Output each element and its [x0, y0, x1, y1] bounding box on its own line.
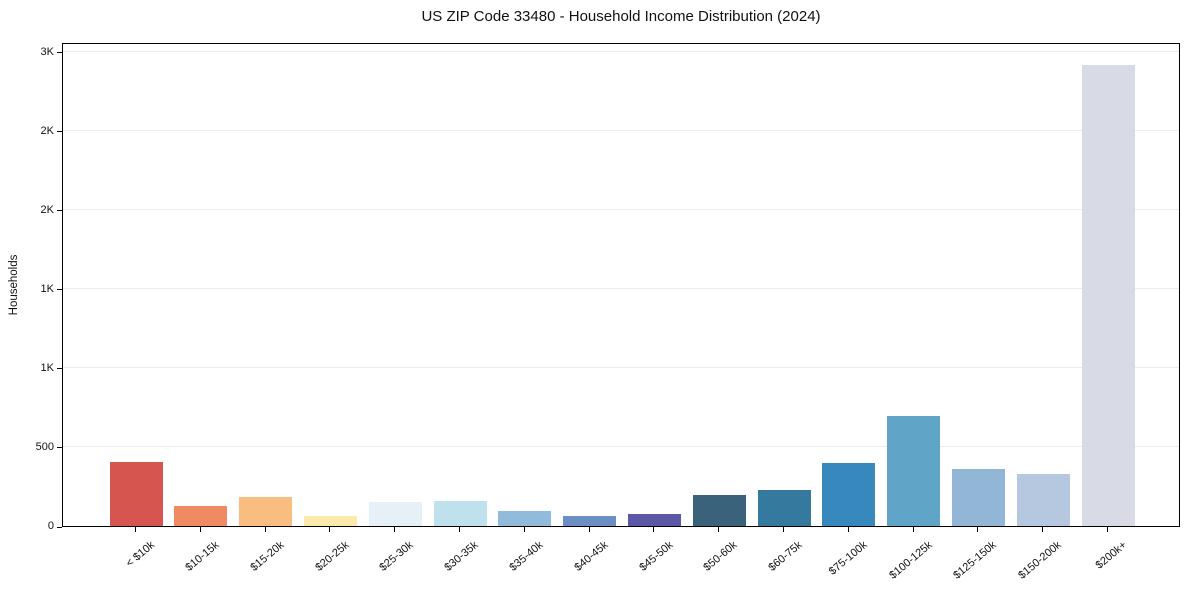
bar-10k: [109, 462, 163, 526]
x-tick-label: $15-20k: [248, 539, 287, 574]
x-tick-label: $25-30k: [377, 539, 416, 574]
x-tick-label: $200k+: [1093, 539, 1129, 572]
x-tick-mark: [653, 527, 655, 532]
gridline: [63, 446, 1179, 447]
x-tick-label: $60-75k: [766, 539, 805, 574]
y-tick-mark: [57, 131, 62, 133]
bar-50-60k: [692, 494, 746, 526]
x-tick-mark: [523, 527, 525, 532]
y-tick-mark: [57, 447, 62, 449]
bar-40-45k: [563, 516, 617, 526]
bar-100-125k: [887, 415, 941, 526]
y-tick-label: 2K: [40, 203, 54, 216]
bar-150-200k: [1016, 473, 1070, 526]
x-tick-label: $40-45k: [572, 539, 611, 574]
gridline: [63, 50, 1179, 52]
bar-10-15k: [174, 505, 228, 526]
bar-75-100k: [822, 463, 876, 526]
gridline: [63, 129, 1179, 131]
x-tick-mark: [329, 527, 331, 532]
plot-area: [62, 43, 1180, 527]
y-tick-mark: [57, 210, 62, 212]
gridline: [63, 287, 1179, 289]
chart-title: US ZIP Code 33480 - Household Income Dis…: [421, 8, 821, 25]
y-tick-mark: [57, 52, 62, 54]
x-tick-mark: [718, 527, 720, 532]
y-tick-mark: [57, 289, 62, 291]
bar-20-25k: [303, 516, 357, 526]
bar-125-150k: [951, 468, 1005, 526]
x-tick-label: $100-125k: [886, 539, 935, 582]
bar-25-30k: [368, 502, 422, 526]
x-tick-mark: [1042, 527, 1044, 532]
x-tick-mark: [135, 527, 136, 532]
x-tick-label: $150-200k: [1016, 539, 1064, 582]
y-tick-mark: [57, 368, 62, 370]
x-tick-label: $45-50k: [636, 539, 676, 574]
bar-15-20k: [239, 497, 293, 526]
bar-35-40k: [498, 510, 552, 526]
x-tick-mark: [588, 527, 590, 532]
y-tick-label: 2K: [40, 124, 54, 137]
bar-30-35k: [433, 500, 487, 526]
x-tick-label: $20-25k: [312, 539, 352, 574]
x-tick-mark: [459, 527, 460, 532]
x-tick-mark: [912, 527, 914, 532]
x-tick-mark: [199, 527, 201, 532]
y-tick-label: 3K: [40, 45, 54, 58]
x-tick-mark: [264, 527, 266, 532]
gridline: [63, 367, 1179, 368]
x-tick-mark: [1107, 527, 1108, 532]
x-tick-label: $30-35k: [442, 539, 481, 574]
x-tick-label: < $10k: [123, 539, 157, 570]
x-tick-label: $35-40k: [507, 539, 546, 574]
x-tick-label: $125-150k: [951, 539, 1000, 582]
x-tick-mark: [977, 527, 979, 532]
x-tick-label: $75-100k: [826, 539, 870, 578]
x-tick-label: $10-15k: [183, 539, 222, 574]
y-tick-label: 0: [47, 520, 54, 532]
bar-45-50k: [627, 514, 681, 526]
y-tick-mark: [57, 526, 62, 528]
bar-200k: [1081, 65, 1135, 526]
y-tick-label: 500: [35, 440, 54, 453]
y-tick-label: 1K: [40, 282, 54, 295]
gridline: [63, 208, 1179, 210]
x-tick-label: $50-60k: [701, 539, 740, 574]
bar-60-75k: [757, 490, 811, 526]
x-tick-mark: [394, 527, 396, 532]
y-tick-label: 1K: [40, 361, 54, 374]
x-tick-mark: [783, 527, 784, 532]
x-tick-mark: [847, 527, 849, 532]
